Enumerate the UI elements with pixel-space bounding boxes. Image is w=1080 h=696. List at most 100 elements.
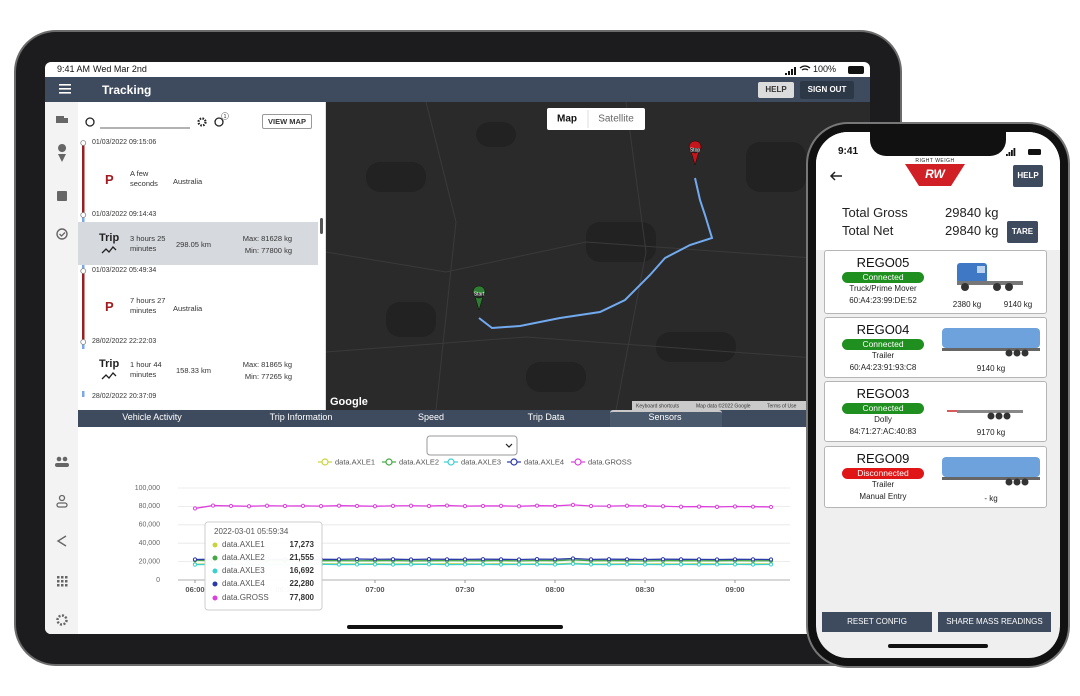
search-row: 1 bbox=[85, 112, 229, 129]
entry-location: Australia bbox=[173, 176, 203, 186]
card-weight: 9170 kg bbox=[976, 428, 1006, 437]
help-button[interactable]: HELP bbox=[758, 82, 794, 98]
reset-config-button[interactable]: RESET CONFIG bbox=[822, 612, 932, 632]
data-point bbox=[768, 557, 774, 562]
vehicle-card[interactable]: REGO03 Connected Dolly 84:71:27:AC:40:83 917… bbox=[824, 381, 1047, 442]
logo-mark: RW bbox=[925, 167, 946, 181]
legend-label[interactable]: data.AXLE2 bbox=[399, 457, 439, 466]
attribution: Terms of Use bbox=[767, 403, 797, 409]
timeline-node bbox=[80, 268, 87, 274]
header-bar bbox=[45, 77, 870, 102]
select-chevron bbox=[505, 443, 513, 448]
data-point bbox=[552, 557, 558, 562]
logo-text: RIGHT WEIGH bbox=[915, 158, 955, 164]
legend-label[interactable]: data.AXLE3 bbox=[461, 457, 501, 466]
grid-icon bbox=[61, 576, 64, 579]
terrain bbox=[746, 142, 806, 192]
signal-bar bbox=[788, 71, 790, 75]
tab[interactable]: Speed bbox=[417, 412, 445, 422]
tab[interactable]: Trip Data bbox=[527, 412, 565, 422]
timeline-node bbox=[80, 212, 87, 218]
filter-icon bbox=[214, 117, 224, 127]
data-point bbox=[714, 504, 720, 509]
data-point bbox=[444, 557, 450, 562]
menu-line bbox=[59, 88, 71, 90]
legend-label[interactable]: data.AXLE4 bbox=[524, 457, 564, 466]
map-toggle-satellite[interactable]: Satellite bbox=[598, 114, 634, 125]
settings-icon bbox=[56, 614, 68, 626]
data-point bbox=[192, 557, 198, 562]
entry-highlight[interactable] bbox=[78, 222, 318, 265]
trip-icon bbox=[101, 245, 117, 253]
x-tick-label: 08:30 bbox=[635, 585, 654, 594]
x-tick-label: 08:00 bbox=[545, 585, 564, 594]
menu-line bbox=[59, 84, 71, 86]
tooltip-value: 21,555 bbox=[290, 553, 315, 562]
card-status: Disconnected bbox=[842, 468, 924, 479]
share-mass-button[interactable]: SHARE MASS READINGS bbox=[938, 612, 1051, 632]
tab-bar: Vehicle Activity Trip Information Speed Tri… bbox=[78, 410, 870, 427]
people-icon bbox=[55, 463, 69, 467]
tooltip-dot bbox=[212, 595, 218, 601]
data-point bbox=[390, 503, 396, 508]
map-toggle-map[interactable]: Map bbox=[557, 114, 577, 125]
share-icon bbox=[56, 535, 67, 547]
stop-label: Stop bbox=[690, 147, 701, 153]
timestamp: 01/03/2022 05:49:34 bbox=[92, 267, 157, 274]
vehicle-card[interactable]: REGO04 Connected Trailer 60:A4:23:91:93:C8 9… bbox=[824, 317, 1047, 378]
tooltip-dot bbox=[212, 568, 218, 574]
road bbox=[615, 102, 647, 410]
view-map-button[interactable]: VIEW MAP bbox=[262, 114, 312, 129]
tare-button[interactable]: TARE bbox=[1007, 221, 1038, 243]
grid-icon bbox=[65, 576, 68, 579]
truck-icon[interactable] bbox=[56, 116, 64, 123]
timestamp: 28/02/2022 20:37:09 bbox=[92, 393, 157, 400]
data-point bbox=[498, 562, 504, 567]
sign-out-button[interactable]: SIGN OUT bbox=[800, 81, 854, 99]
vehicle-card[interactable]: REGO05 Connected Truck/Prime Mover 60:A4:23… bbox=[824, 250, 1047, 314]
data-point bbox=[372, 557, 378, 562]
tooltip-dot bbox=[212, 581, 218, 587]
vehicle-image bbox=[942, 457, 1040, 486]
total-value: 29840 kg bbox=[945, 205, 999, 220]
notch bbox=[870, 132, 1006, 156]
data-point bbox=[300, 503, 306, 508]
tab[interactable]: Sensors bbox=[648, 412, 682, 422]
chart-select[interactable] bbox=[426, 435, 518, 456]
settings-icon[interactable] bbox=[197, 117, 207, 127]
terrain bbox=[656, 332, 736, 362]
back-arrow-path[interactable] bbox=[829, 171, 842, 181]
entry-max: Max: 81865 kg bbox=[242, 360, 292, 369]
grid-icon bbox=[65, 584, 68, 587]
data-point bbox=[210, 503, 216, 508]
entry-max: Max: 81628 kg bbox=[242, 233, 292, 243]
vehicle-card[interactable]: REGO09 Disconnected Trailer Manual Entry - k… bbox=[824, 446, 1047, 508]
help-button[interactable]: HELP bbox=[1013, 165, 1043, 187]
tooltip-value: 16,692 bbox=[290, 566, 315, 575]
signal-bar bbox=[791, 69, 793, 75]
tooltip-name: data.GROSS bbox=[222, 593, 269, 602]
legend-label[interactable]: data.GROSS bbox=[588, 457, 632, 466]
header-title: Tracking bbox=[102, 83, 152, 97]
phone-time: 9:41 bbox=[838, 146, 859, 157]
trip-list: 1 VIEW MAP 01/03/2022 09:15:06 P A few secon… bbox=[78, 102, 326, 410]
data-point bbox=[624, 562, 630, 567]
data-point bbox=[336, 562, 342, 567]
back-arrow bbox=[829, 171, 842, 181]
x-tick-label: 07:30 bbox=[455, 585, 474, 594]
vehicle-image bbox=[942, 328, 1040, 357]
tab[interactable]: Vehicle Activity bbox=[122, 412, 182, 422]
data-point bbox=[660, 504, 666, 509]
legend-label[interactable]: data.AXLE1 bbox=[335, 457, 375, 466]
entry-distance: 158.33 km bbox=[176, 366, 212, 375]
timestamp: 28/02/2022 22:22:03 bbox=[92, 338, 157, 345]
y-tick-label: 40,000 bbox=[139, 540, 161, 547]
terrain bbox=[586, 222, 656, 262]
data-point bbox=[354, 503, 360, 509]
data-point bbox=[588, 562, 594, 567]
data-point bbox=[660, 562, 666, 567]
badge bbox=[221, 112, 229, 120]
tab[interactable]: Trip Information bbox=[269, 412, 333, 422]
entry-highlight[interactable] bbox=[78, 349, 318, 391]
tablet-screen: 9:41 AM Wed Mar 2nd 100% Tracking HELP SIGN O… bbox=[45, 62, 870, 634]
